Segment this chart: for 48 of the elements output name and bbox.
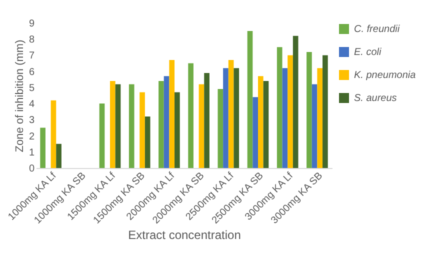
- bar: [218, 89, 224, 168]
- bar: [40, 128, 46, 168]
- bar: [140, 92, 145, 168]
- bar: [144, 116, 150, 168]
- bar: [158, 81, 164, 168]
- bar: [306, 52, 312, 168]
- bar: [317, 68, 323, 168]
- bar: [252, 97, 258, 168]
- bar: [110, 81, 116, 168]
- y-axis-title: Zone of inhibition (mm): [14, 40, 26, 152]
- bar: [198, 84, 204, 168]
- bar: [188, 63, 194, 168]
- y-tick-label: 4: [28, 99, 35, 110]
- legend-label: S. aureus: [354, 93, 397, 104]
- bar: [234, 68, 240, 168]
- bar: [292, 36, 298, 168]
- bar: [258, 76, 264, 168]
- bar: [174, 92, 180, 168]
- bar: [56, 144, 62, 168]
- y-tick-label: 7: [28, 50, 35, 62]
- bar: [50, 100, 56, 168]
- bar: [247, 31, 253, 168]
- bar: [169, 60, 175, 168]
- y-tick-label: 3: [28, 115, 35, 126]
- bar: [223, 68, 228, 168]
- y-tick-label: 1: [28, 147, 35, 158]
- bar: [263, 81, 269, 168]
- bar: [164, 76, 170, 168]
- y-tick-label: 2: [28, 131, 35, 142]
- bar: [128, 84, 134, 168]
- y-tick-label: 8: [28, 34, 35, 46]
- y-tick-label: 6: [28, 66, 35, 78]
- legend-label: C. freundii: [354, 24, 400, 35]
- bar: [276, 47, 282, 168]
- legend-label: K. pneumonia: [354, 70, 416, 81]
- bar: [322, 55, 328, 168]
- bar: [99, 104, 105, 168]
- y-tick-label: 5: [28, 82, 35, 94]
- bar: [312, 84, 318, 168]
- bar: [288, 55, 293, 168]
- bar: [204, 72, 210, 168]
- y-tick-label: 9: [28, 18, 35, 30]
- bar: [282, 68, 288, 168]
- y-tick-label: 0: [28, 164, 35, 174]
- bar: [115, 84, 121, 168]
- bar: [228, 60, 234, 168]
- legend-label: E. coli: [354, 47, 382, 58]
- x-axis-title: Extract concentration: [128, 228, 241, 242]
